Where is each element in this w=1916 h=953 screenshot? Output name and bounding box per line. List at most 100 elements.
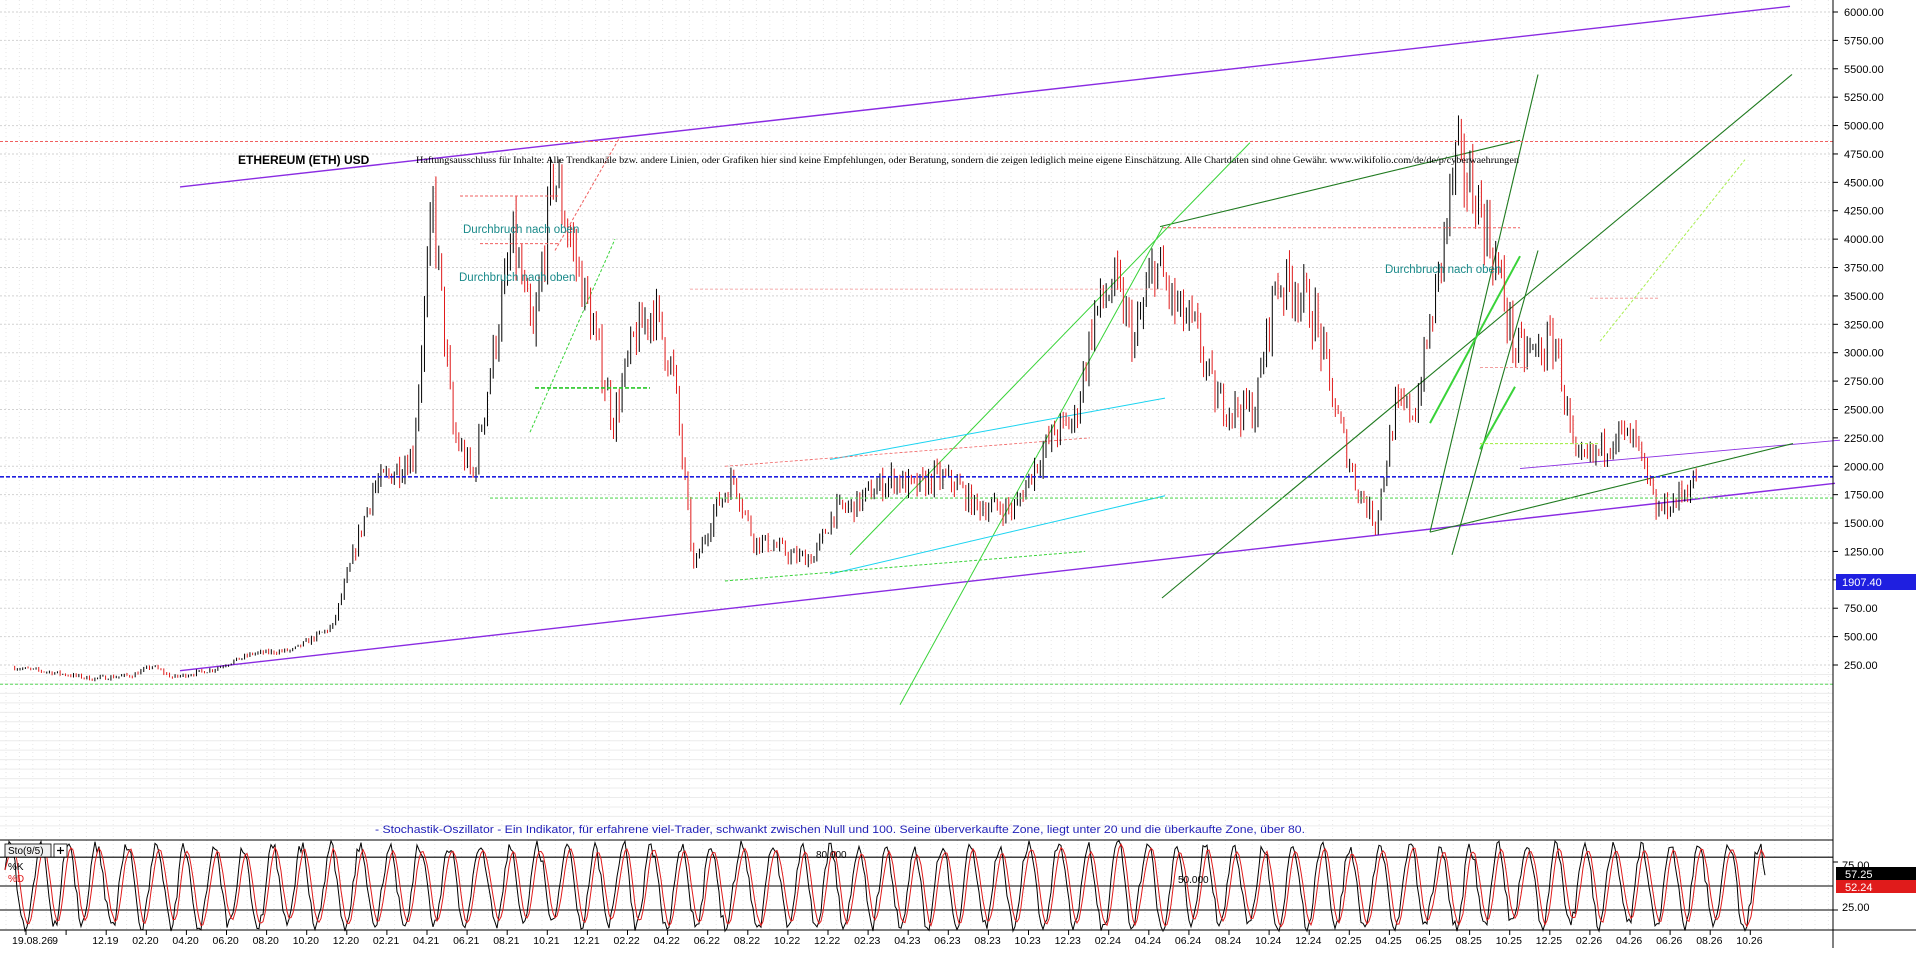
date-tick-label: 08.25 bbox=[1456, 935, 1482, 947]
trend-line-cyan-1 bbox=[829, 397, 1166, 460]
date-tick-label: 10.25 bbox=[1496, 935, 1522, 947]
price-candles bbox=[14, 115, 1697, 682]
date-tick-label: 02.20 bbox=[132, 935, 158, 947]
trend-line-darkgreen-5 bbox=[1451, 250, 1539, 555]
date-tick-label: 06.26 bbox=[1656, 935, 1682, 947]
date-axis: 19.08.26 9 12.19 02.20 04.20 06.20 08.20 10.20 1… bbox=[12, 930, 1763, 947]
price-tick-label: 500.00 bbox=[1844, 632, 1878, 644]
trend-line-darkgreen-4 bbox=[1429, 74, 1539, 533]
chart-title: ETHEREUM (ETH) USD bbox=[238, 153, 370, 167]
price-tick-label: 3000.00 bbox=[1844, 348, 1884, 360]
date-tick-label: 06.24 bbox=[1175, 935, 1201, 947]
date-tick-label: 08.22 bbox=[734, 935, 760, 947]
date-tick-label: 06.23 bbox=[934, 935, 960, 947]
trend-line-green-bold-2 bbox=[1479, 386, 1516, 450]
channel-line-upper bbox=[179, 5, 1791, 188]
stochastic-note: - Stochastik-Oszillator - Ein Indikator,… bbox=[375, 824, 1305, 836]
d-legend: %D bbox=[8, 874, 24, 885]
trend-line-darkgreen-3 bbox=[1429, 443, 1794, 533]
date-tick-label: 06.22 bbox=[694, 935, 720, 947]
date-tick-label: 04.24 bbox=[1135, 935, 1161, 947]
level-80-label: 80.000 bbox=[816, 850, 847, 861]
k-value-tag bbox=[1836, 867, 1916, 880]
price-tick-label: 750.00 bbox=[1844, 603, 1878, 615]
date-tick-label: 10.23 bbox=[1015, 935, 1041, 947]
last-price-tag bbox=[1836, 574, 1916, 590]
price-tick-label: 6000.00 bbox=[1844, 7, 1884, 19]
stoch-tick-25: 25.00 bbox=[1842, 902, 1870, 914]
date-tick-label: 02.25 bbox=[1335, 935, 1361, 947]
date-tick-label: 08.23 bbox=[974, 935, 1000, 947]
price-tick-label: 4250.00 bbox=[1844, 206, 1884, 218]
price-tick-label: 1250.00 bbox=[1844, 546, 1884, 558]
stochastic-panel bbox=[4, 839, 1766, 933]
date-tick-label: 10.20 bbox=[293, 935, 319, 947]
last-price-label: 1907.40 bbox=[1842, 577, 1882, 589]
price-tick-label: 5500.00 bbox=[1844, 64, 1884, 76]
d-value-tag bbox=[1836, 880, 1916, 893]
date-tick-label: 04.26 bbox=[1616, 935, 1642, 947]
k-value-label: 57.25 bbox=[1845, 869, 1873, 881]
date-tick-label: 12.22 bbox=[814, 935, 840, 947]
date-tick-label: 04.25 bbox=[1375, 935, 1401, 947]
trend-line-green-dash-3 bbox=[1599, 159, 1746, 342]
breakout-annotation-3: Durchbruch nach oben bbox=[1385, 264, 1501, 276]
date-tick-label: 19.08.26 bbox=[12, 935, 53, 947]
date-tick-label: 12.19 bbox=[92, 935, 118, 947]
date-tick-label: 02.21 bbox=[373, 935, 399, 947]
trend-line-green-dash-2 bbox=[529, 238, 616, 433]
date-tick-label: 10.26 bbox=[1736, 935, 1762, 947]
channel-line-lower bbox=[179, 482, 1836, 672]
date-tick-label: 06.25 bbox=[1416, 935, 1442, 947]
date-tick-label: 06.20 bbox=[213, 935, 239, 947]
price-tick-label: 5750.00 bbox=[1844, 35, 1884, 47]
price-tick-label: 3750.00 bbox=[1844, 263, 1884, 275]
price-tick-label: 4750.00 bbox=[1844, 149, 1884, 161]
date-tick-label: 02.22 bbox=[614, 935, 640, 947]
price-tick-label: 2750.00 bbox=[1844, 376, 1884, 388]
indicator-button[interactable] bbox=[4, 843, 52, 858]
price-tick-label: 5250.00 bbox=[1844, 92, 1884, 104]
breakout-annotation-2: Durchbruch nach oben bbox=[459, 272, 575, 284]
date-tick-label: 08.26 bbox=[1696, 935, 1722, 947]
date-tick-label: 02.24 bbox=[1095, 935, 1121, 947]
stoch-d-line bbox=[4, 842, 1766, 928]
price-tick-label: 2500.00 bbox=[1844, 404, 1884, 416]
date-tick-label: 04.22 bbox=[654, 935, 680, 947]
date-tick-label: 10.21 bbox=[533, 935, 559, 947]
trend-line-red-dash-1 bbox=[554, 136, 621, 251]
price-tick-label: 1750.00 bbox=[1844, 490, 1884, 502]
price-tick-label: 2000.00 bbox=[1844, 461, 1884, 473]
trend-line-green-bold-1 bbox=[1429, 255, 1521, 424]
date-tick-label: 04.23 bbox=[894, 935, 920, 947]
price-tick-label: 3250.00 bbox=[1844, 319, 1884, 331]
date-tick-label: 12.23 bbox=[1055, 935, 1081, 947]
date-tick-label: 04.21 bbox=[413, 935, 439, 947]
date-tick-label: 08.24 bbox=[1215, 935, 1241, 947]
date-tick-label: 06.21 bbox=[453, 935, 479, 947]
price-tick-label: 1500.00 bbox=[1844, 518, 1884, 530]
date-tick-label: 02.26 bbox=[1576, 935, 1602, 947]
price-tick-label: 4500.00 bbox=[1844, 177, 1884, 189]
price-tick-label: 250.00 bbox=[1844, 660, 1878, 672]
date-tick-label: 08.21 bbox=[493, 935, 519, 947]
date-tick-label: 12.24 bbox=[1295, 935, 1321, 947]
breakout-annotation-1: Durchbruch nach oben bbox=[463, 224, 579, 236]
price-tick-label: 3500.00 bbox=[1844, 291, 1884, 303]
disclaimer-text: Haftungsausschluss für Inhalte: Alle Tre… bbox=[416, 155, 1519, 165]
trend-line-red-dash-2 bbox=[724, 437, 1091, 467]
horizontal-levels bbox=[0, 140, 1833, 685]
k-legend: %K bbox=[8, 862, 24, 873]
date-tick-label: 10.24 bbox=[1255, 935, 1281, 947]
date-tick-label: 10.22 bbox=[774, 935, 800, 947]
date-tick-label: 04.20 bbox=[172, 935, 198, 947]
price-tick-label: 2250.00 bbox=[1844, 433, 1884, 445]
main-grid bbox=[0, 0, 1833, 930]
date-tick-label: 12.20 bbox=[333, 935, 359, 947]
date-tick-label: 08.20 bbox=[253, 935, 279, 947]
trend-line-green-dash-1 bbox=[724, 550, 1086, 582]
price-tick-label: 5000.00 bbox=[1844, 121, 1884, 133]
date-tick-label: 9 bbox=[52, 935, 58, 947]
